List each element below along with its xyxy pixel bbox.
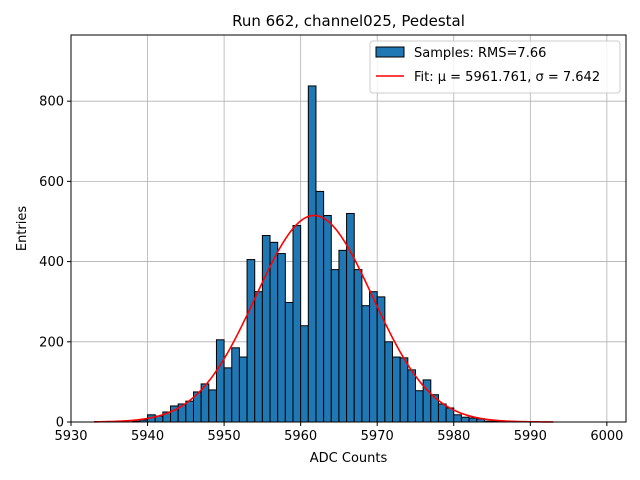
- x-tick-label: 5990: [514, 429, 547, 444]
- histogram-bar: [361, 305, 371, 423]
- y-axis-label: Entries: [15, 206, 30, 252]
- histogram-bar: [460, 416, 470, 423]
- histogram-bar: [269, 241, 279, 423]
- histogram-bar: [223, 367, 233, 423]
- legend-box: [369, 40, 621, 94]
- plot-frame: [70, 34, 627, 423]
- x-axis-label: ADC Counts: [310, 451, 388, 466]
- legend-swatch-histogram: [375, 46, 405, 58]
- fit-curve-layer: [93, 214, 554, 423]
- y-tick-label: 400: [39, 255, 64, 270]
- histogram-bar: [407, 369, 416, 423]
- histogram-bar: [231, 347, 240, 423]
- histogram-bar: [254, 291, 263, 423]
- histogram-bar: [369, 291, 378, 423]
- histogram-bar: [300, 325, 309, 423]
- legend-label-histogram: Samples: RMS=7.66: [414, 46, 546, 61]
- histogram-bar: [453, 414, 462, 423]
- histogram-bar: [307, 85, 317, 423]
- histogram-bar: [346, 212, 355, 423]
- x-tick-label: 5950: [208, 429, 241, 444]
- histogram-bar: [208, 389, 217, 423]
- x-tick-label: 5980: [437, 429, 470, 444]
- y-tick-label: 200: [39, 335, 64, 350]
- y-tick-label: 0: [56, 416, 64, 431]
- fit-curve: [93, 214, 554, 423]
- x-tick-label: 5970: [361, 429, 394, 444]
- tick-layer: 5930 5940 5950 5960 5970 5980 5990 6000 0 200 400 6…: [39, 95, 623, 444]
- histogram-bar: [284, 301, 294, 423]
- x-tick-label: 6000: [590, 429, 623, 444]
- y-tick-label: 800: [39, 95, 64, 110]
- histogram-bar: [414, 390, 424, 423]
- x-tick-label: 5930: [54, 429, 87, 444]
- legend-label-fit: Fit: μ = 5961.761, σ = 7.642: [414, 70, 600, 85]
- y-tick-label: 600: [39, 175, 64, 190]
- histogram-bar: [399, 357, 409, 423]
- histogram-bar: [277, 253, 286, 423]
- histogram-bar: [330, 269, 340, 423]
- histogram-bar: [315, 190, 325, 423]
- legend: Samples: RMS=7.66 Fit: μ = 5961.761, σ =…: [369, 40, 621, 94]
- histogram-bar: [185, 400, 194, 423]
- x-tick-label: 5960: [284, 429, 317, 444]
- histogram-bar: [323, 214, 332, 423]
- histogram-bars: [131, 85, 508, 423]
- x-tick-label: 5940: [131, 429, 164, 444]
- histogram-bar: [215, 339, 225, 423]
- histogram-bar: [384, 341, 394, 423]
- histogram-bar: [468, 417, 478, 423]
- histogram-bar: [246, 259, 256, 423]
- histogram-bar: [353, 269, 363, 423]
- histogram-bar: [238, 356, 248, 423]
- histogram-bar: [338, 249, 348, 423]
- chart-title: Run 662, channel025, Pedestal: [232, 12, 465, 30]
- histogram-bar: [437, 403, 447, 423]
- histogram-bar: [292, 224, 302, 423]
- histogram-bar: [392, 356, 401, 423]
- histogram-bar: [261, 235, 271, 423]
